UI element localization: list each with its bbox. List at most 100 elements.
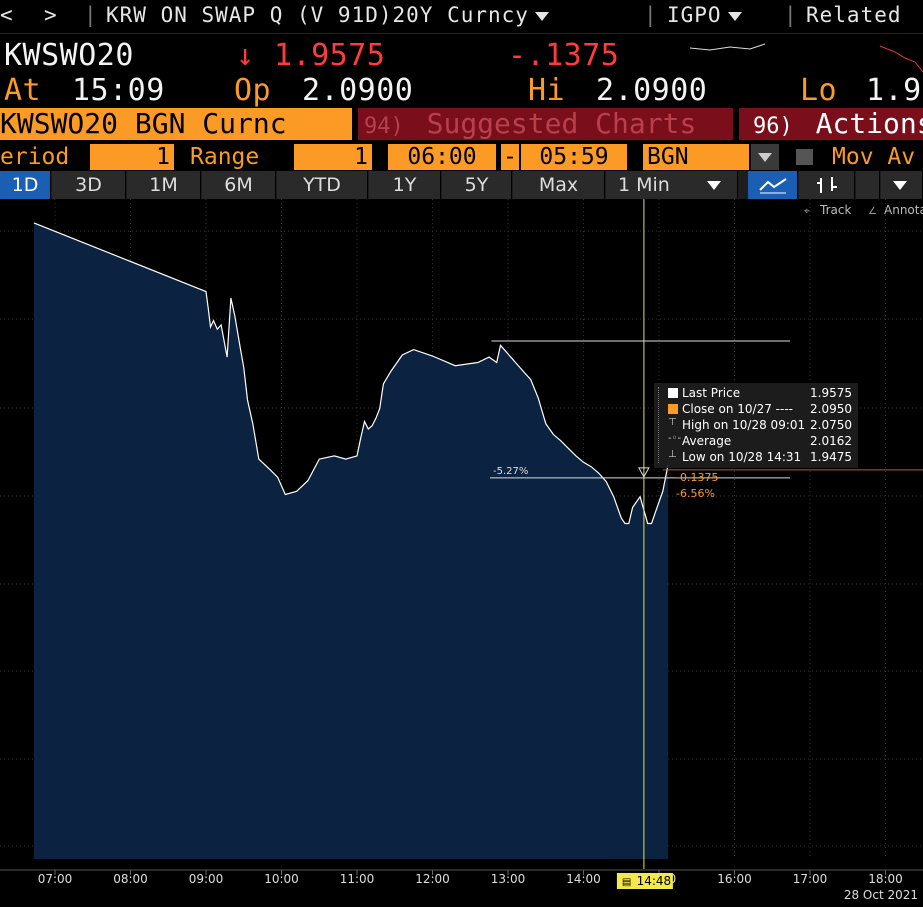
chart-date-label: 28 Oct 2021 bbox=[844, 888, 918, 902]
tab-6m[interactable]: 6M bbox=[202, 171, 276, 199]
legend-last-price: Last Price 1.9575 bbox=[668, 386, 856, 402]
legend-label: Average bbox=[682, 434, 732, 448]
legend-label: High on 10/28 09:01 bbox=[682, 418, 806, 432]
ticker-symbol: KWSWO20 bbox=[4, 38, 134, 73]
interval-selector[interactable]: 1 Min bbox=[606, 171, 738, 199]
function-bar: KWSWO20 BGN Curnc 94) Suggested Charts 9… bbox=[0, 108, 923, 141]
legend-low: ⊥ Low on 10/28 14:31 1.9475 bbox=[668, 449, 856, 466]
legend-label: Close on 10/27 ---- bbox=[682, 402, 793, 416]
x-tick-label: 14:00 bbox=[566, 872, 601, 886]
chevron-down-icon bbox=[534, 11, 549, 21]
security-name: KRW ON SWAP Q (V 91D)20Y Curncy bbox=[106, 3, 529, 27]
chevron-down-icon bbox=[727, 11, 742, 21]
mov-av-checkbox[interactable] bbox=[796, 149, 813, 165]
last-price: 1.9575 bbox=[274, 38, 386, 73]
x-tick-label: 07:00 bbox=[38, 872, 73, 886]
tab-3d[interactable]: 3D bbox=[52, 171, 126, 199]
back-button[interactable]: < bbox=[0, 3, 14, 27]
range-tabs: 1D 3D 1M 6M YTD 1Y 5Y Max 1 Min bbox=[0, 171, 923, 199]
change-abs-label: -0.1375 bbox=[676, 471, 718, 484]
igpo-label: IGPO bbox=[667, 3, 722, 27]
tab-1m[interactable]: 1M bbox=[127, 171, 201, 199]
legend-tree-line bbox=[658, 387, 659, 463]
igpo-menu[interactable]: IGPO bbox=[667, 3, 742, 27]
top-nav-bar: < > | KRW ON SWAP Q (V 91D)20Y Curncy | … bbox=[0, 0, 923, 34]
interval-label: 1 Min bbox=[618, 174, 670, 196]
line-chart-button[interactable] bbox=[748, 171, 798, 199]
time-dash: - bbox=[501, 144, 519, 170]
x-tick-label: 12:00 bbox=[415, 872, 450, 886]
bar-chart-button[interactable] bbox=[799, 171, 855, 199]
high-value: 2.0900 bbox=[596, 73, 708, 108]
range-input[interactable]: 1 bbox=[294, 144, 372, 170]
cursor-time-badge bbox=[616, 873, 673, 889]
related-menu[interactable]: Related bbox=[806, 3, 902, 27]
crosshair-icon: ⌖ bbox=[804, 206, 810, 217]
low-value: 1.9 bbox=[866, 73, 922, 108]
track-tool[interactable]: ⌖ Track bbox=[804, 203, 851, 217]
line-chart-icon bbox=[758, 178, 787, 194]
mov-av-label: Mov Av bbox=[832, 144, 916, 170]
tab-5y[interactable]: 5Y bbox=[442, 171, 512, 199]
x-tick-label: 17:00 bbox=[793, 872, 828, 886]
chevron-down-icon bbox=[893, 181, 907, 190]
chart-legend: Last Price 1.9575 Close on 10/27 ---- 2.… bbox=[654, 383, 858, 468]
annotate-tool[interactable]: ∠ Annota bbox=[868, 203, 923, 217]
legend-label: Last Price bbox=[682, 386, 741, 400]
suggested-number: 94) bbox=[364, 114, 404, 139]
drop-percent-label: -5.27% bbox=[493, 466, 528, 477]
nav-separator: | bbox=[644, 3, 658, 27]
start-time-input[interactable]: 06:00 bbox=[388, 144, 496, 170]
source-input[interactable]: BGN bbox=[643, 144, 749, 170]
at-label: At bbox=[4, 73, 42, 108]
end-time-input[interactable]: 05:59 bbox=[521, 144, 627, 170]
tab-max[interactable]: Max bbox=[513, 171, 605, 199]
actions-button[interactable]: 96) Actions bbox=[739, 108, 923, 140]
legend-value: 2.0950 bbox=[810, 402, 852, 416]
actions-label: Actions bbox=[815, 108, 923, 140]
legend-close: Close on 10/27 ---- 2.0950 bbox=[668, 402, 856, 418]
period-input[interactable]: 1 bbox=[90, 144, 174, 170]
toolbar-spacer bbox=[856, 171, 880, 199]
low-marker-icon: ⊥ bbox=[668, 449, 677, 460]
forward-button[interactable]: > bbox=[44, 3, 58, 27]
more-tools-dropdown[interactable] bbox=[881, 171, 923, 199]
low-label: Lo bbox=[800, 73, 838, 108]
actions-number: 96) bbox=[753, 114, 793, 139]
range-label: Range bbox=[190, 144, 260, 170]
tab-1d[interactable]: 1D bbox=[0, 171, 51, 199]
legend-value: 2.0750 bbox=[810, 418, 852, 432]
x-tick-label: 13:00 bbox=[491, 872, 526, 886]
x-tick-label: 18:00 bbox=[868, 872, 903, 886]
high-marker-icon: ⊤ bbox=[668, 417, 677, 428]
pencil-icon: ∠ bbox=[868, 206, 877, 217]
x-tick-label: 16:00 bbox=[717, 872, 752, 886]
price-area-fill bbox=[33, 222, 669, 859]
tab-1y[interactable]: 1Y bbox=[369, 171, 441, 199]
ohlc-bars-icon bbox=[816, 177, 837, 193]
legend-value: 1.9575 bbox=[810, 386, 852, 400]
average-marker-icon: -◦- bbox=[668, 433, 682, 444]
tab-ytd[interactable]: YTD bbox=[277, 171, 368, 199]
chart-overlays: -5.27% -0.1375 -6.56% bbox=[490, 199, 923, 869]
security-selector[interactable]: KRW ON SWAP Q (V 91D)20Y Curncy bbox=[106, 3, 549, 27]
open-label: Op bbox=[234, 73, 272, 108]
change-pct-label: -6.56% bbox=[676, 487, 715, 500]
legend-value: 2.0162 bbox=[810, 434, 852, 448]
x-tick-label: 09:00 bbox=[189, 872, 224, 886]
legend-average: -◦- Average 2.0162 bbox=[668, 433, 856, 450]
annotate-label: Annota bbox=[884, 203, 923, 217]
period-label: eriod bbox=[0, 144, 70, 170]
suggested-charts-button[interactable]: 94) Suggested Charts bbox=[358, 108, 733, 140]
x-tick-label: 08:00 bbox=[113, 872, 148, 886]
nav-separator: | bbox=[84, 3, 98, 27]
ticker-box[interactable]: KWSWO20 BGN Curnc bbox=[0, 108, 352, 140]
source-dropdown[interactable] bbox=[751, 144, 779, 170]
quote-time: 15:09 bbox=[72, 73, 165, 108]
chevron-down-icon bbox=[758, 153, 772, 162]
legend-swatch bbox=[668, 404, 678, 414]
legend-high: ⊤ High on 10/28 09:01 2.0750 bbox=[668, 417, 856, 434]
net-change: -.1375 bbox=[508, 38, 620, 73]
cursor-time-label: 14:48 bbox=[637, 874, 672, 888]
price-chart[interactable]: -5.27% -0.1375 -6.56% 07:00 08:00 09:00 10:00… bbox=[0, 199, 923, 907]
